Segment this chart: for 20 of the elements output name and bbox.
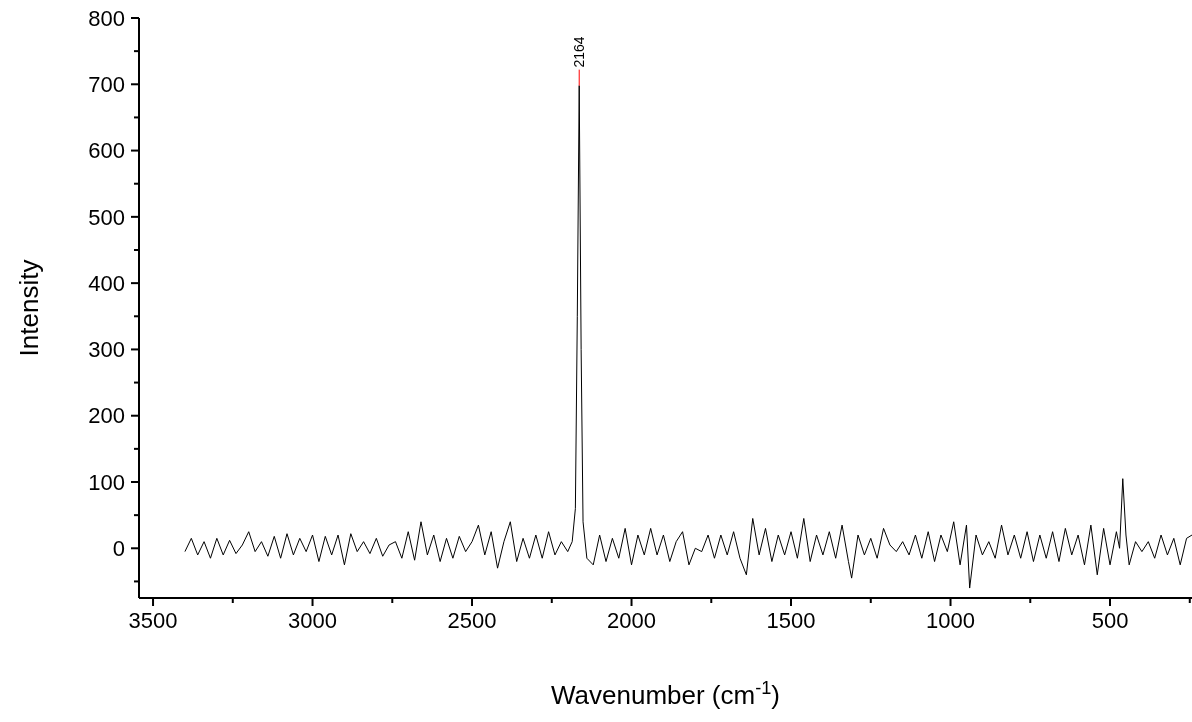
y-tick-label: 100 [88,469,125,495]
x-tick-label: 500 [1091,608,1129,633]
x-tick-label: 1000 [926,608,975,633]
x-tick-label: 3000 [288,608,338,633]
y-tick-label: 500 [88,204,125,230]
annotation: 2164 [571,36,588,68]
x-tick-label: 2000 [607,608,656,633]
x-tick-label: 3500 [128,608,178,633]
y-tick-label: 400 [88,270,125,296]
y-tick-label: 200 [88,403,125,429]
y-tick-label: 0 [112,535,125,561]
y-tick-label: 600 [88,138,125,164]
x-axis-title: Wavenumber (cm$^{-1}$) [550,678,781,710]
y-tick-label: 700 [88,71,125,97]
x-tick-label: 2500 [447,608,497,633]
y-axis-title: Intensity [14,259,44,357]
line-series [184,85,1192,589]
y-tick-label: 800 [88,5,125,31]
y-tick-label: 300 [88,337,125,363]
x-tick-label: 1500 [766,608,816,633]
